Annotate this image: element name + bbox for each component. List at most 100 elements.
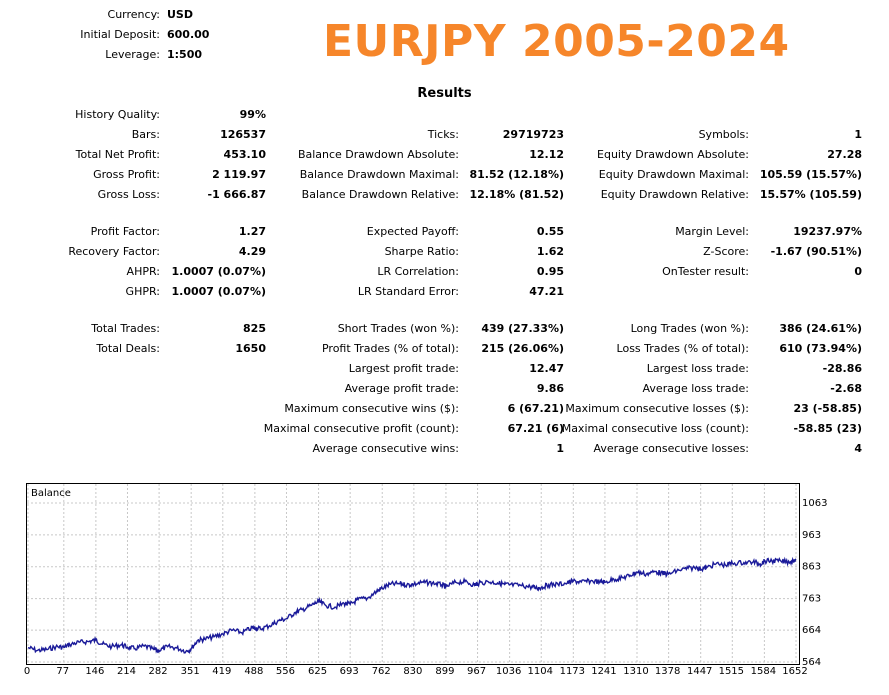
sharpe-ratio-label: Sharpe Ratio: xyxy=(384,245,459,258)
gross-profit-value: 2 119.97 xyxy=(212,168,266,181)
ghpr-value: 1.0007 (0.07%) xyxy=(171,285,267,298)
lr-standard-error-value: 47.21 xyxy=(529,285,564,298)
x-tick-label: 77 xyxy=(56,666,69,677)
y-tick-label: 863 xyxy=(802,562,821,573)
maximum-consecutive-wins-label: Maximum consecutive wins ($): xyxy=(284,402,459,415)
x-tick-label: 1104 xyxy=(528,666,553,677)
x-tick-label: 1378 xyxy=(655,666,680,677)
total-deals-label: Total Deals: xyxy=(96,342,160,355)
y-tick-label: 1063 xyxy=(802,498,827,509)
balance-chart-svg: Balance xyxy=(27,484,799,664)
lr-correlation-value: 0.95 xyxy=(536,265,564,278)
gross-loss-label: Gross Loss: xyxy=(97,188,160,201)
symbols-value: 1 xyxy=(854,128,862,141)
x-tick-label: 967 xyxy=(467,666,486,677)
loss-trades-of-total-value: 610 (73.94%) xyxy=(779,342,862,355)
balance-drawdown-absolute-label: Balance Drawdown Absolute: xyxy=(297,148,459,161)
z-score-value: -1.67 (90.51%) xyxy=(770,245,862,258)
recovery-factor-value: 4.29 xyxy=(238,245,266,258)
maximal-consecutive-loss-count-label: Maximal consecutive loss (count): xyxy=(561,422,749,435)
average-consecutive-wins-label: Average consecutive wins: xyxy=(312,442,459,455)
equity-drawdown-relative-label: Equity Drawdown Relative: xyxy=(600,188,749,201)
lr-correlation-label: LR Correlation: xyxy=(377,265,459,278)
x-tick-label: 830 xyxy=(403,666,422,677)
symbols-label: Symbols: xyxy=(698,128,749,141)
ontester-result-label: OnTester result: xyxy=(662,265,749,278)
balance-drawdown-maximal-value: 81.52 (12.18%) xyxy=(469,168,565,181)
short-trades-won-value: 439 (27.33%) xyxy=(481,322,564,335)
x-tick-label: 1447 xyxy=(687,666,712,677)
x-tick-label: 1584 xyxy=(751,666,776,677)
expected-payoff-value: 0.55 xyxy=(536,225,564,238)
profit-factor-label: Profit Factor: xyxy=(90,225,160,238)
x-tick-label: 146 xyxy=(85,666,104,677)
equity-drawdown-relative-value: 15.57% (105.59) xyxy=(759,188,862,201)
balance-drawdown-maximal-label: Balance Drawdown Maximal: xyxy=(299,168,459,181)
balance-drawdown-relative-value: 12.18% (81.52) xyxy=(469,188,565,201)
currency-label: Currency: xyxy=(107,8,160,21)
average-loss-trade-value: -2.68 xyxy=(830,382,862,395)
ahpr-value: 1.0007 (0.07%) xyxy=(171,265,267,278)
maximum-consecutive-wins-value: 6 (67.21) xyxy=(507,402,564,415)
maximal-consecutive-profit-count-label: Maximal consecutive profit (count): xyxy=(263,422,459,435)
balance-drawdown-relative-label: Balance Drawdown Relative: xyxy=(301,188,459,201)
x-tick-label: 1652 xyxy=(782,666,807,677)
sharpe-ratio-value: 1.62 xyxy=(536,245,564,258)
total-trades-label: Total Trades: xyxy=(91,322,160,335)
expected-payoff-label: Expected Payoff: xyxy=(366,225,459,238)
gross-profit-label: Gross Profit: xyxy=(93,168,160,181)
equity-drawdown-absolute-label: Equity Drawdown Absolute: xyxy=(597,148,749,161)
largest-profit-trade-value: 12.47 xyxy=(529,362,564,375)
x-tick-label: 625 xyxy=(308,666,327,677)
x-tick-label: 214 xyxy=(117,666,136,677)
margin-level-value: 19237.97% xyxy=(793,225,862,238)
average-loss-trade-label: Average loss trade: xyxy=(642,382,749,395)
x-tick-label: 0 xyxy=(24,666,30,677)
initial-deposit-value: 600.00 xyxy=(167,28,210,41)
symbol-period-banner: EURJPY 2005-2024 xyxy=(323,16,790,67)
x-tick-label: 488 xyxy=(244,666,263,677)
short-trades-won-label: Short Trades (won %): xyxy=(337,322,459,335)
ghpr-label: GHPR: xyxy=(125,285,160,298)
profit-factor-value: 1.27 xyxy=(238,225,266,238)
average-consecutive-losses-value: 4 xyxy=(854,442,862,455)
recovery-factor-label: Recovery Factor: xyxy=(68,245,160,258)
margin-level-label: Margin Level: xyxy=(675,225,749,238)
x-tick-label: 1310 xyxy=(623,666,648,677)
average-profit-trade-label: Average profit trade: xyxy=(344,382,459,395)
average-profit-trade-value: 9.86 xyxy=(536,382,564,395)
profit-trades-of-total-value: 215 (26.06%) xyxy=(481,342,564,355)
y-tick-label: 664 xyxy=(802,625,821,636)
total-deals-value: 1650 xyxy=(235,342,266,355)
z-score-label: Z-Score: xyxy=(703,245,749,258)
leverage-value: 1:500 xyxy=(167,48,203,61)
loss-trades-of-total-label: Loss Trades (% of total): xyxy=(616,342,749,355)
equity-drawdown-absolute-value: 27.28 xyxy=(827,148,862,161)
x-tick-label: 899 xyxy=(435,666,454,677)
x-tick-label: 1173 xyxy=(560,666,585,677)
ontester-result-value: 0 xyxy=(854,265,862,278)
x-tick-label: 1241 xyxy=(591,666,616,677)
balance-drawdown-absolute-value: 12.12 xyxy=(529,148,564,161)
bars-value: 126537 xyxy=(220,128,266,141)
x-tick-label: 762 xyxy=(372,666,391,677)
largest-loss-trade-label: Largest loss trade: xyxy=(646,362,749,375)
gross-loss-value: -1 666.87 xyxy=(207,188,267,201)
average-consecutive-losses-label: Average consecutive losses: xyxy=(593,442,749,455)
largest-loss-trade-value: -28.86 xyxy=(822,362,862,375)
chart-title: Balance xyxy=(31,488,71,499)
y-tick-label: 963 xyxy=(802,530,821,541)
ticks-value: 29719723 xyxy=(502,128,564,141)
initial-deposit-label: Initial Deposit: xyxy=(80,28,160,41)
maximum-consecutive-losses-value: 23 (-58.85) xyxy=(793,402,862,415)
balance-chart: Balance xyxy=(26,483,800,665)
x-tick-label: 282 xyxy=(149,666,168,677)
ticks-label: Ticks: xyxy=(427,128,459,141)
equity-drawdown-maximal-value: 105.59 (15.57%) xyxy=(759,168,862,181)
results-title: Results xyxy=(417,86,472,101)
x-tick-label: 419 xyxy=(212,666,231,677)
balance-line xyxy=(27,556,797,655)
total-trades-value: 825 xyxy=(243,322,266,335)
x-tick-label: 351 xyxy=(181,666,200,677)
x-tick-label: 1515 xyxy=(719,666,744,677)
